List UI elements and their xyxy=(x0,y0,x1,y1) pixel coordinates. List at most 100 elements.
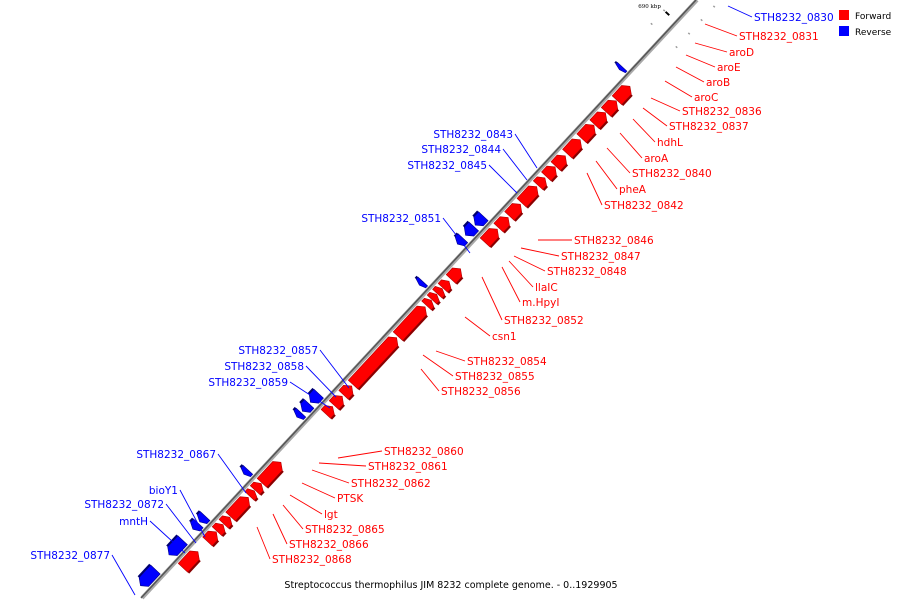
gene-label-sth8232_0860[interactable]: STH8232_0860 xyxy=(384,446,464,458)
gene-arrow-shade xyxy=(431,307,436,312)
gene-arrow-shade xyxy=(462,220,470,228)
gene-label-arob[interactable]: aroB xyxy=(706,77,730,89)
gene-label-sth8232_0855[interactable]: STH8232_0855 xyxy=(455,371,535,383)
gene-label-sth8232_0840[interactable]: STH8232_0840 xyxy=(632,168,712,180)
gene-arrow-sth8232_0877[interactable] xyxy=(138,564,161,587)
gene-arrow-sth8232_0857[interactable] xyxy=(308,388,324,404)
gene-label-sth8232_0861[interactable]: STH8232_0861 xyxy=(368,461,448,473)
gene-label-sth8232_0848[interactable]: STH8232_0848 xyxy=(547,266,627,278)
gene-arrow-shade xyxy=(221,531,227,537)
gene-label-arod[interactable]: aroD xyxy=(729,47,754,59)
gene-arrow-sth8232_0836[interactable] xyxy=(550,154,567,172)
gene-label-sth8232_0843[interactable]: STH8232_0843 xyxy=(433,129,513,141)
gene-label-sth8232_0872[interactable]: STH8232_0872 xyxy=(84,499,164,511)
label-leader xyxy=(650,97,681,112)
gene-label-sth8232_0852[interactable]: STH8232_0852 xyxy=(504,315,584,327)
gene-arrow-sth8232_0847[interactable] xyxy=(437,279,452,293)
gene-arrow-sth8232_0860[interactable] xyxy=(256,461,283,488)
gene-label-sth8232_0857[interactable]: STH8232_0857 xyxy=(238,345,318,357)
gene-arrow-hdhl[interactable] xyxy=(532,176,547,191)
gene-label-sth8232_0877[interactable]: STH8232_0877 xyxy=(30,550,110,562)
gene-label-sth8232_0836[interactable]: STH8232_0836 xyxy=(682,106,762,118)
gene-arrow-sth8232_0865[interactable] xyxy=(211,522,226,537)
gene-arrow-sth8232_0868[interactable] xyxy=(177,550,200,573)
gene-label-bioy1[interactable]: bioY1 xyxy=(149,485,178,497)
gene-label-sth8232_0847[interactable]: STH8232_0847 xyxy=(561,251,641,263)
gene-arrow-m.hpyi[interactable] xyxy=(421,297,435,311)
label-leader xyxy=(675,66,705,83)
gene-arrow-sth8232_0862[interactable] xyxy=(244,488,258,501)
gene-label-sth8232_0858[interactable]: STH8232_0858 xyxy=(224,361,304,373)
label-leader xyxy=(217,453,247,494)
gene-label-sth8232_0846[interactable]: STH8232_0846 xyxy=(574,235,654,247)
gene-label-sth8232_0831[interactable]: STH8232_0831 xyxy=(739,31,819,43)
gene-label-sth8232_0867[interactable]: STH8232_0867 xyxy=(136,449,216,461)
gene-label-sth8232_0844[interactable]: STH8232_0844 xyxy=(421,144,501,156)
gene-label-sth8232_0865[interactable]: STH8232_0865 xyxy=(305,524,385,536)
gene-label-ptsk[interactable]: PTSK xyxy=(337,493,364,505)
gene-label-sth8232_0859[interactable]: STH8232_0859 xyxy=(208,377,288,389)
gene-arrow-shade xyxy=(266,470,284,489)
gene-label-sth8232_0851[interactable]: STH8232_0851 xyxy=(361,213,441,225)
gene-arrow-sth8232_0855[interactable] xyxy=(328,395,344,410)
gene-label-hdhl[interactable]: hdhL xyxy=(657,137,683,149)
gene-arrow-csn1[interactable] xyxy=(347,336,399,390)
gene-arrow-sth8232_0843[interactable] xyxy=(473,211,489,227)
gene-arrow-sth8232_0861[interactable] xyxy=(249,481,264,495)
gene-arrow-arob[interactable] xyxy=(576,123,596,144)
gene-arrow-sth8232_0858[interactable] xyxy=(300,399,315,413)
gene-arrow-phea[interactable] xyxy=(493,216,510,233)
gene-arrow-lgt[interactable] xyxy=(218,515,233,529)
gene-arrow-sth8232_0859[interactable] xyxy=(293,407,307,420)
gene-arrow-sth8232_0830[interactable] xyxy=(615,61,628,74)
gene-arrow-sth8232_0867[interactable] xyxy=(240,464,254,478)
gene-arrow-shade xyxy=(299,398,305,404)
gene-label-llaic[interactable]: llaIC xyxy=(535,282,558,294)
label-leader xyxy=(642,107,668,127)
gene-arrow-sth8232_0851[interactable] xyxy=(415,276,429,289)
gene-label-sth8232_0854[interactable]: STH8232_0854 xyxy=(467,356,547,368)
gene-label-sth8232_0842[interactable]: STH8232_0842 xyxy=(604,200,684,212)
gene-arrow-sth8232_0856[interactable] xyxy=(320,405,335,419)
gene-label-sth8232_0866[interactable]: STH8232_0866 xyxy=(289,539,369,551)
gene-arrow-sth8232_0852[interactable] xyxy=(392,305,427,342)
gene-arrow-arod[interactable] xyxy=(600,99,619,117)
gene-label-aroc[interactable]: aroC xyxy=(694,92,718,104)
gene-label-sth8232_0837[interactable]: STH8232_0837 xyxy=(669,121,749,133)
gene-arrow-aroe[interactable] xyxy=(589,111,608,130)
gene-arrow-sth8232_0837[interactable] xyxy=(541,165,557,182)
gene-arrow-sth8232_0845[interactable] xyxy=(454,233,469,247)
gene-arrow-sth8232_0840[interactable] xyxy=(504,203,523,221)
label-leader xyxy=(606,147,631,174)
gene-label-mnth[interactable]: mntH xyxy=(119,516,148,528)
label-leader xyxy=(301,482,336,499)
label-leader xyxy=(319,349,350,389)
gene-arrow-sth8232_0844[interactable] xyxy=(463,221,480,237)
gene-arrow-aroc[interactable] xyxy=(562,138,582,159)
gene-arrow-sth8232_0854[interactable] xyxy=(338,384,354,400)
gene-arrow-sth8232_0866[interactable] xyxy=(202,530,219,547)
gene-arrow-aroa[interactable] xyxy=(516,185,539,208)
gene-arrow-ptsk[interactable] xyxy=(225,496,250,522)
gene-label-aroa[interactable]: aroA xyxy=(644,153,669,165)
gene-label-phea[interactable]: pheA xyxy=(619,184,647,196)
gene-arrow-sth8232_0846[interactable] xyxy=(445,267,463,284)
gene-label-sth8232_0856[interactable]: STH8232_0856 xyxy=(441,386,521,398)
gene-arrow-sth8232_0842[interactable] xyxy=(479,228,499,248)
gene-label-sth8232_0862[interactable]: STH8232_0862 xyxy=(351,478,431,490)
gene-arrow-shade xyxy=(542,185,549,191)
gene-layer xyxy=(137,60,633,587)
gene-arrow-sth8232_0831[interactable] xyxy=(611,85,632,106)
gene-label-lgt[interactable]: lgt xyxy=(324,509,338,521)
gene-label-aroe[interactable]: aroE xyxy=(717,62,741,74)
gene-label-m.hpyi[interactable]: m.HpyI xyxy=(522,297,559,309)
gene-label-sth8232_0868[interactable]: STH8232_0868 xyxy=(272,554,352,566)
gene-arrow-bioy1[interactable] xyxy=(196,511,211,525)
gene-arrow-sth8232_0848[interactable] xyxy=(432,286,446,299)
gene-label-sth8232_0845[interactable]: STH8232_0845 xyxy=(407,160,487,172)
label-leader xyxy=(685,54,716,68)
gene-arrow-llaic[interactable] xyxy=(426,291,440,305)
gene-label-csn1[interactable]: csn1 xyxy=(492,331,517,343)
gene-label-sth8232_0830[interactable]: STH8232_0830 xyxy=(754,12,834,24)
